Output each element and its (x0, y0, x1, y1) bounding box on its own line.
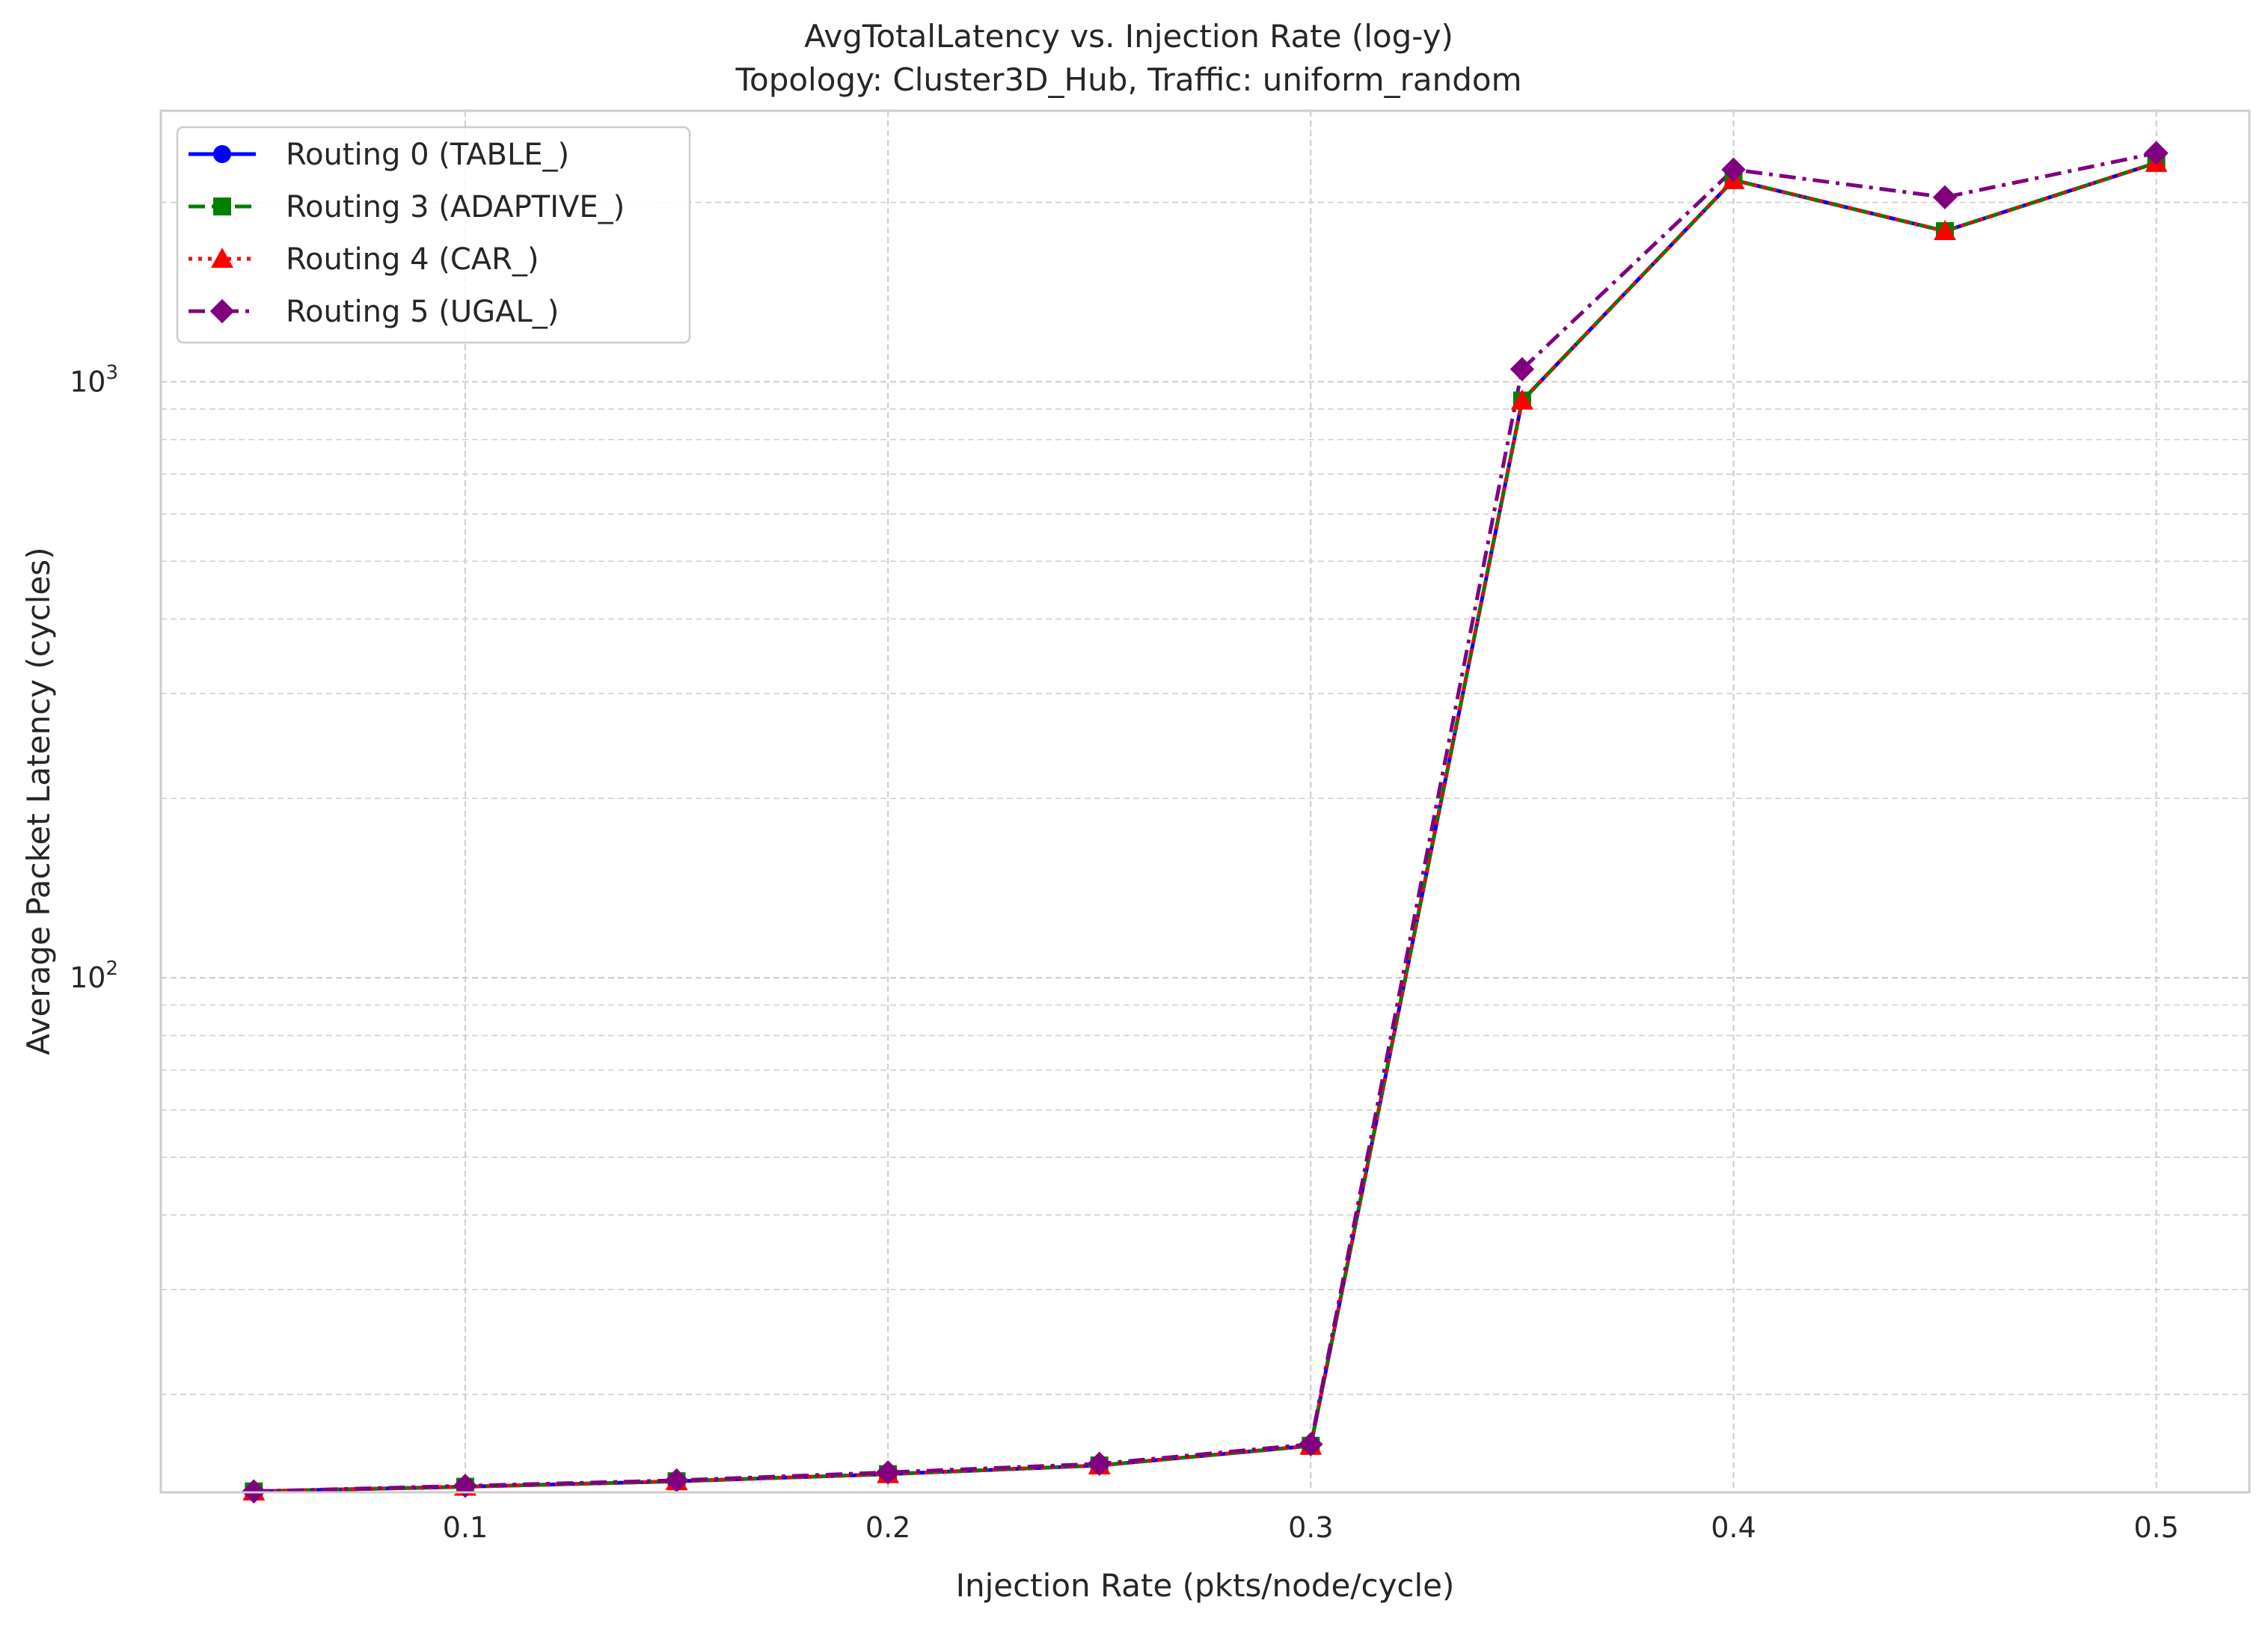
legend: Routing 0 (TABLE_) Routing 3 (ADAPTIVE_) R… (176, 126, 691, 344)
x-axis-label: Injection Rate (pkts/node/cycle) (956, 1567, 1455, 1604)
data-point-diamond (2144, 141, 2169, 165)
legend-box (176, 126, 691, 344)
x-tick-label: 0.4 (1711, 1511, 1756, 1544)
plot-frame (159, 109, 2251, 1494)
data-point-diamond (1087, 1451, 1112, 1476)
y-tick-label: 102 (70, 957, 118, 994)
data-point-diamond (875, 1460, 901, 1485)
legend-items: Routing 0 (TABLE_) Routing 3 (ADAPTIVE_) R… (189, 138, 625, 329)
data-point-diamond (1721, 157, 1746, 182)
chart-subtitle: Topology: Cluster3D_Hub, Traffic: unifor… (735, 61, 1521, 98)
data-point-triangle (211, 248, 233, 268)
y-axis-ticks: 102 103 (70, 361, 118, 994)
legend-label-2: Routing 4 (CAR_) (286, 242, 539, 277)
x-tick-label: 0.1 (443, 1511, 488, 1544)
y-axis-label: Average Packet Latency (cycles) (20, 547, 57, 1055)
grid-lines (161, 111, 2249, 1492)
x-tick-label: 0.5 (2133, 1511, 2178, 1544)
data-point-triangle (1934, 219, 1957, 240)
data-point-diamond (1299, 1432, 1323, 1456)
series-line-2 (254, 161, 2157, 1494)
series-line-3 (254, 151, 2157, 1494)
data-point-diamond (209, 298, 235, 324)
x-axis-ticks: 0.1 0.2 0.3 0.4 0.5 (443, 1511, 2179, 1544)
y-tick-label: 103 (70, 361, 118, 398)
chart-title: AvgTotalLatency vs. Injection Rate (log-… (804, 18, 1453, 55)
legend-label-3: Routing 5 (UGAL_) (286, 295, 559, 329)
data-point-circle (213, 145, 231, 163)
legend-label-0: Routing 0 (TABLE_) (286, 138, 569, 172)
x-tick-label: 0.2 (865, 1511, 910, 1544)
data-point-diamond (1510, 357, 1535, 382)
x-tick-label: 0.3 (1288, 1511, 1333, 1544)
series-lines (254, 151, 2157, 1494)
data-point-diamond (1932, 185, 1958, 209)
legend-label-1: Routing 3 (ADAPTIVE_) (286, 190, 625, 224)
series-markers (242, 141, 2169, 1504)
data-point-triangle (1510, 389, 1533, 410)
data-point-diamond (664, 1468, 689, 1493)
data-point-square (213, 197, 231, 215)
